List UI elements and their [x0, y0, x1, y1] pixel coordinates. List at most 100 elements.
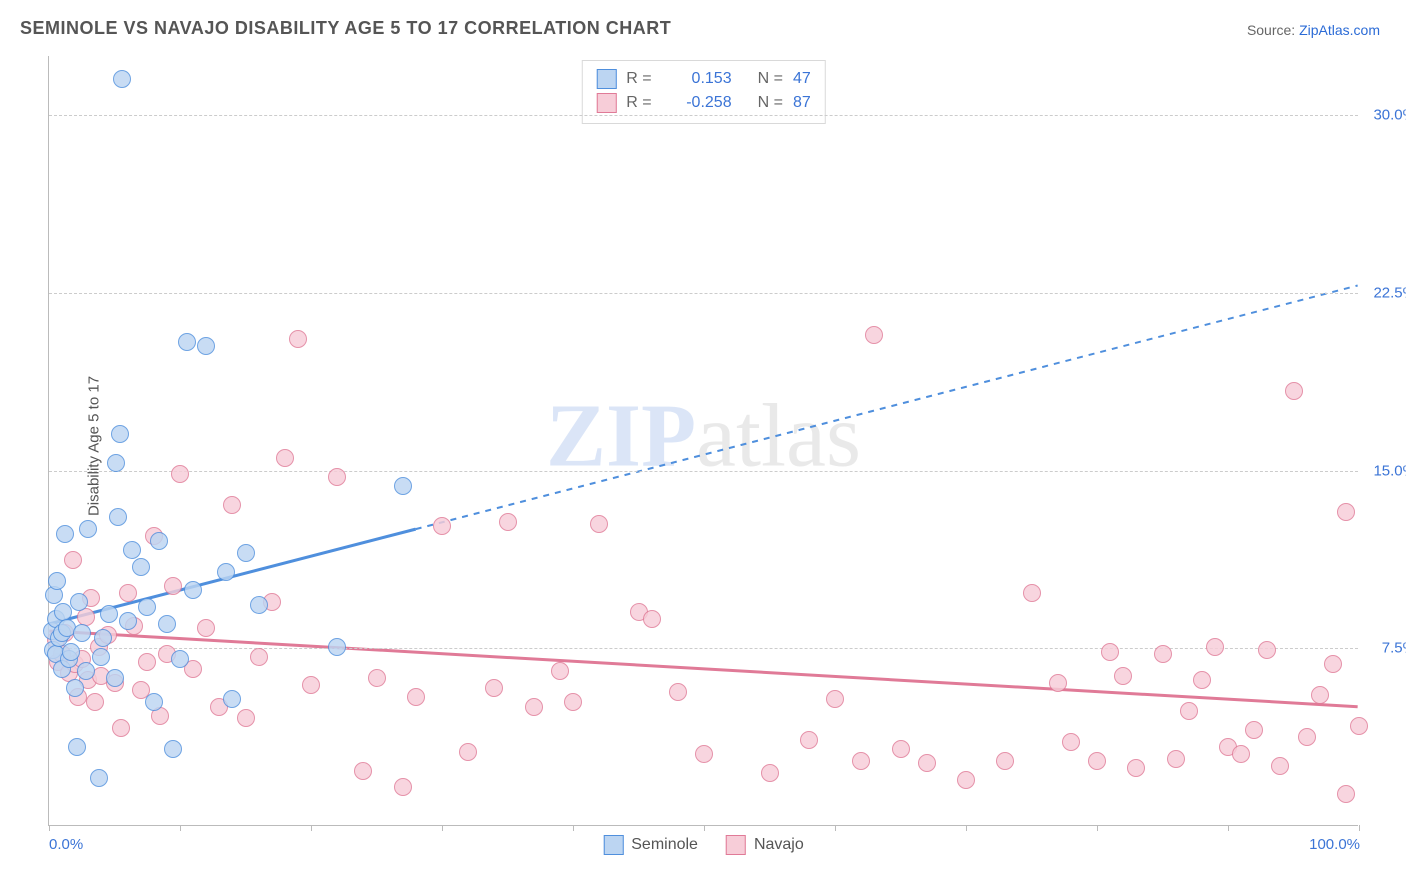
x-tick-mark [442, 825, 443, 831]
data-point [138, 598, 156, 616]
data-point [433, 517, 451, 535]
legend-swatch [726, 835, 746, 855]
data-point [485, 679, 503, 697]
x-tick-mark [1359, 825, 1360, 831]
data-point [1271, 757, 1289, 775]
data-point [1232, 745, 1250, 763]
data-point [852, 752, 870, 770]
legend-n-value: 47 [793, 67, 811, 91]
series-legend: Seminole Navajo [603, 835, 804, 855]
data-point [328, 468, 346, 486]
data-point [237, 544, 255, 562]
y-tick-label: 7.5% [1382, 640, 1406, 657]
data-point [73, 624, 91, 642]
data-point [164, 740, 182, 758]
data-point [107, 454, 125, 472]
data-point [826, 690, 844, 708]
data-point [100, 605, 118, 623]
series-name: Seminole [631, 836, 698, 854]
data-point [171, 650, 189, 668]
data-point [112, 719, 130, 737]
data-point [138, 653, 156, 671]
data-point [56, 525, 74, 543]
x-axis-end-label: 100.0% [1309, 836, 1360, 853]
data-point [394, 778, 412, 796]
data-point [1062, 733, 1080, 751]
x-tick-mark [704, 825, 705, 831]
gridline-h [49, 471, 1358, 472]
data-point [119, 612, 137, 630]
data-point [1206, 638, 1224, 656]
data-point [184, 581, 202, 599]
data-point [178, 333, 196, 351]
data-point [158, 615, 176, 633]
data-point [164, 577, 182, 595]
data-point [237, 709, 255, 727]
data-point [223, 690, 241, 708]
legend-swatch [596, 93, 616, 113]
gridline-h [49, 293, 1358, 294]
data-point [407, 688, 425, 706]
data-point [761, 764, 779, 782]
data-point [62, 643, 80, 661]
data-point [1337, 503, 1355, 521]
data-point [171, 465, 189, 483]
data-point [77, 662, 95, 680]
data-point [695, 745, 713, 763]
data-point [111, 425, 129, 443]
x-tick-mark [180, 825, 181, 831]
data-point [1154, 645, 1172, 663]
data-point [289, 330, 307, 348]
data-point [800, 731, 818, 749]
x-tick-mark [966, 825, 967, 831]
data-point [865, 326, 883, 344]
legend-row: R =-0.258N = 87 [596, 91, 810, 115]
data-point [1245, 721, 1263, 739]
data-point [197, 619, 215, 637]
legend-n-label: N = [758, 91, 783, 115]
data-point [1193, 671, 1211, 689]
legend-swatch [596, 69, 616, 89]
trend-line-dashed [416, 286, 1358, 530]
x-tick-mark [49, 825, 50, 831]
data-point [499, 513, 517, 531]
data-point [551, 662, 569, 680]
data-point [66, 679, 84, 697]
data-point [354, 762, 372, 780]
x-tick-mark [311, 825, 312, 831]
series-name: Navajo [754, 836, 804, 854]
data-point [123, 541, 141, 559]
data-point [1114, 667, 1132, 685]
data-point [1023, 584, 1041, 602]
data-point [64, 551, 82, 569]
data-point [590, 515, 608, 533]
data-point [106, 669, 124, 687]
source-link[interactable]: ZipAtlas.com [1299, 22, 1380, 38]
data-point [918, 754, 936, 772]
data-point [79, 520, 97, 538]
data-point [643, 610, 661, 628]
x-tick-mark [573, 825, 574, 831]
data-point [92, 648, 110, 666]
data-point [250, 648, 268, 666]
data-point [996, 752, 1014, 770]
legend-swatch [603, 835, 623, 855]
data-point [90, 769, 108, 787]
legend-r-value: -0.258 [662, 91, 732, 115]
trend-line-solid [49, 631, 1357, 707]
data-point [150, 532, 168, 550]
data-point [1337, 785, 1355, 803]
data-point [145, 693, 163, 711]
data-point [957, 771, 975, 789]
data-point [459, 743, 477, 761]
data-point [86, 693, 104, 711]
data-point [1167, 750, 1185, 768]
data-point [1258, 641, 1276, 659]
data-point [276, 449, 294, 467]
x-tick-mark [1228, 825, 1229, 831]
data-point [1298, 728, 1316, 746]
data-point [1180, 702, 1198, 720]
data-point [669, 683, 687, 701]
data-point [70, 593, 88, 611]
gridline-h [49, 115, 1358, 116]
